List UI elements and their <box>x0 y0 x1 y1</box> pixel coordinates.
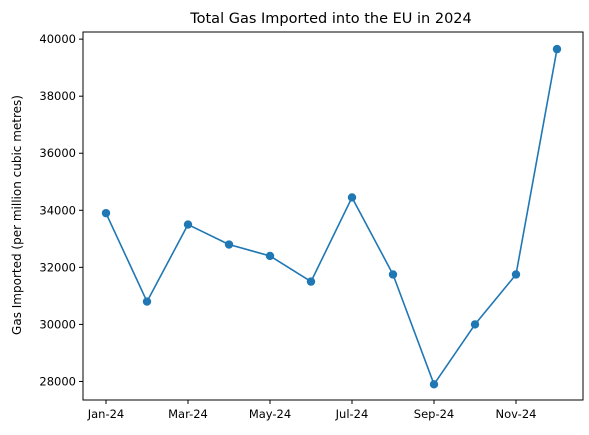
x-tick-label: Jul-24 <box>335 407 369 421</box>
y-tick-label: 28000 <box>39 374 76 388</box>
data-point <box>101 208 111 218</box>
y-tick-label: 34000 <box>39 203 76 217</box>
x-tick-label: Nov-24 <box>496 407 537 421</box>
y-axis-label: Gas Imported (per million cubic metres) <box>10 95 24 335</box>
y-tick-label: 36000 <box>39 146 76 160</box>
y-tick-label: 38000 <box>39 89 76 103</box>
plot-frame <box>82 31 584 401</box>
data-point <box>265 251 275 261</box>
y-tick-label: 40000 <box>39 32 76 46</box>
data-point <box>306 277 316 286</box>
data-point <box>552 44 562 54</box>
data-point <box>347 193 357 202</box>
data-point <box>429 380 439 389</box>
chart-title: Total Gas Imported into the EU in 2024 <box>189 11 472 27</box>
data-point <box>183 220 193 229</box>
x-tick-label: May-24 <box>249 407 291 421</box>
data-point <box>388 270 398 279</box>
x-tick-label: Jan-24 <box>87 407 125 421</box>
y-tick-label: 30000 <box>39 317 76 331</box>
data-point <box>224 240 234 249</box>
data-point <box>470 320 480 329</box>
data-point <box>142 297 152 306</box>
data-point <box>511 270 521 279</box>
y-tick-label: 32000 <box>39 260 76 274</box>
x-tick-label: Sep-24 <box>414 407 454 421</box>
series-line <box>105 48 558 386</box>
x-tick-label: Mar-24 <box>168 407 208 421</box>
